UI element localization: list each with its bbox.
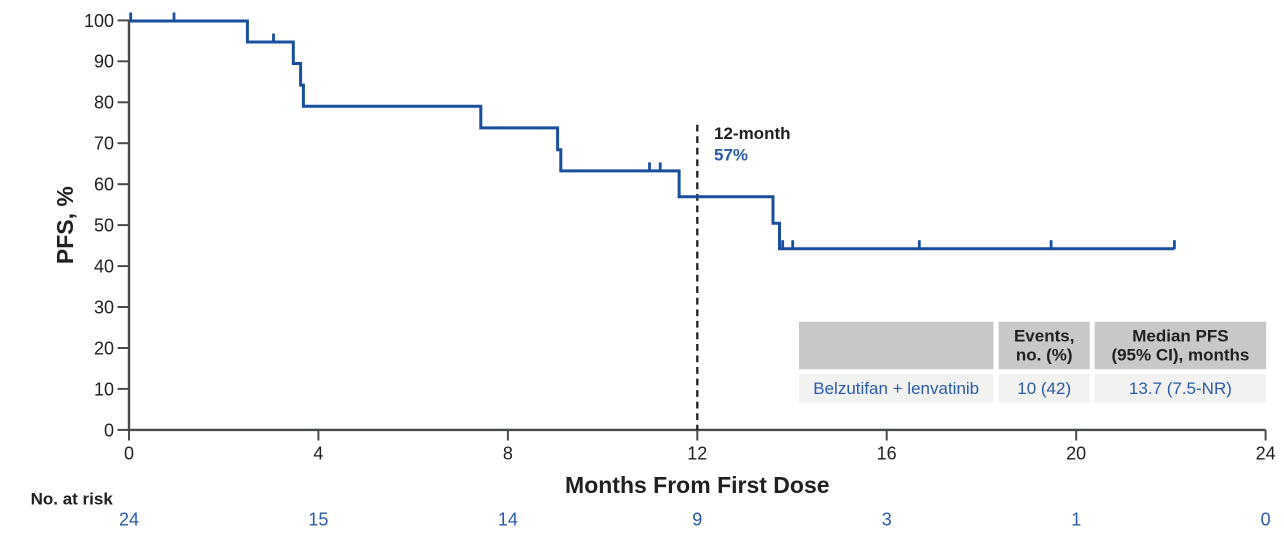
svg-text:80: 80 [94,93,114,113]
svg-text:1: 1 [1071,510,1081,530]
svg-text:(95% CI), months: (95% CI), months [1111,346,1249,365]
svg-text:10 (42): 10 (42) [1017,379,1071,398]
svg-text:0: 0 [104,420,114,440]
svg-text:100: 100 [84,11,114,31]
svg-text:4: 4 [313,444,323,464]
svg-text:Events,: Events, [1014,327,1074,346]
svg-text:8: 8 [503,444,513,464]
svg-text:40: 40 [94,257,114,277]
svg-text:24: 24 [1256,444,1276,464]
svg-text:20: 20 [1066,444,1086,464]
svg-text:3: 3 [882,510,892,530]
svg-text:Months From First Dose: Months From First Dose [565,472,830,498]
svg-text:13.7 (7.5-NR): 13.7 (7.5-NR) [1129,379,1232,398]
svg-text:12: 12 [687,444,707,464]
svg-text:PFS, %: PFS, % [52,186,78,264]
svg-text:50: 50 [94,216,114,236]
svg-text:Median PFS: Median PFS [1132,327,1228,346]
svg-text:16: 16 [877,444,897,464]
svg-text:90: 90 [94,52,114,72]
svg-text:10: 10 [94,379,114,399]
svg-text:9: 9 [692,510,702,530]
svg-text:no. (%): no. (%) [1016,346,1073,365]
svg-text:0: 0 [1261,510,1271,530]
svg-text:14: 14 [498,510,518,530]
svg-text:57%: 57% [714,146,748,165]
svg-text:20: 20 [94,338,114,358]
svg-text:No. at risk: No. at risk [31,489,114,508]
svg-text:30: 30 [94,297,114,317]
svg-text:0: 0 [124,444,134,464]
svg-text:Belzutifan + lenvatinib: Belzutifan + lenvatinib [813,379,979,398]
svg-text:12-month: 12-month [714,124,791,143]
svg-text:60: 60 [94,175,114,195]
svg-text:24: 24 [119,510,139,530]
svg-text:70: 70 [94,134,114,154]
svg-text:15: 15 [308,510,328,530]
